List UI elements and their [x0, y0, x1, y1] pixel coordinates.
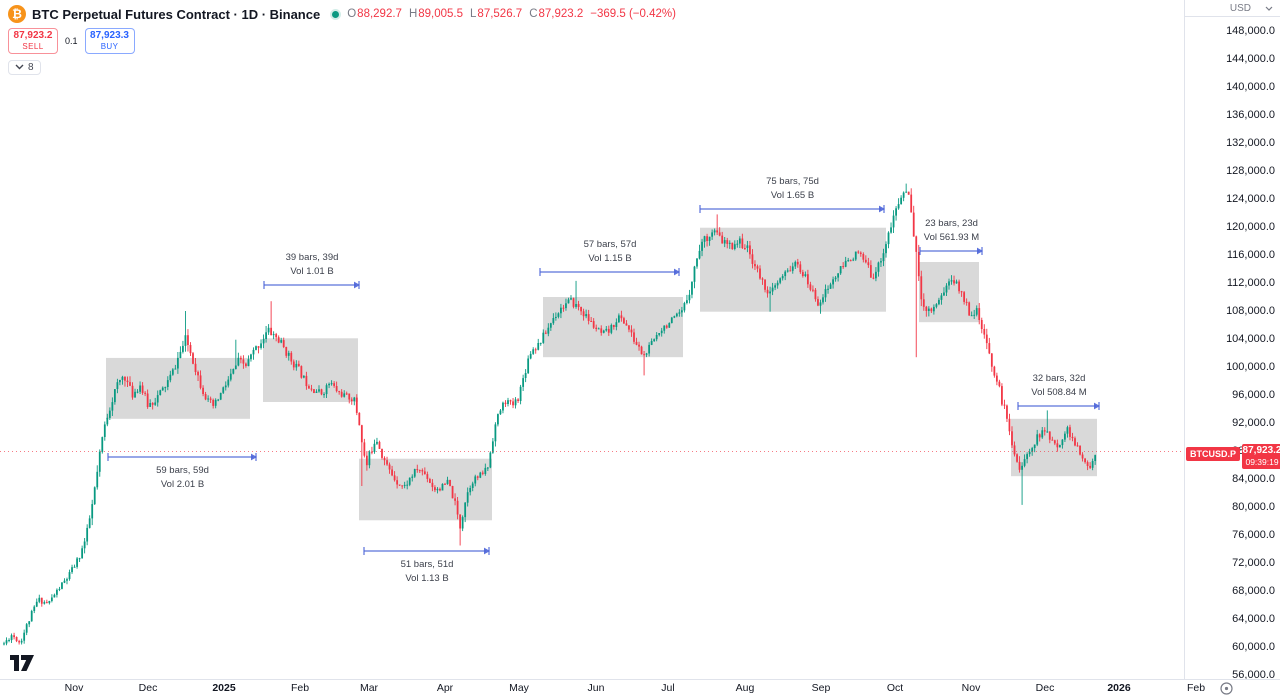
- symbol-title[interactable]: BTC Perpetual Futures Contract · 1D · Bi…: [32, 6, 321, 22]
- price-tick-label: 128,000.0: [1226, 165, 1275, 177]
- time-tick-label: 2026: [1107, 682, 1131, 694]
- bars-range-measure[interactable]: 32 bars, 32d Vol 508.84 M: [1017, 373, 1100, 410]
- price-tick-label: 112,000.0: [1226, 277, 1275, 289]
- tradingview-logo[interactable]: [10, 655, 34, 676]
- price-tick-label: 84,000.0: [1232, 473, 1275, 485]
- measure-bars-label: 39 bars, 39d: [286, 252, 339, 263]
- time-tick-label: Nov: [64, 682, 84, 694]
- time-axis[interactable]: Nov Dec 2025 Feb Mar Apr May Jun Jul Aug Sep Oct Nov…: [0, 679, 1280, 697]
- bars-range-measure[interactable]: 75 bars, 75d Vol 1.65 B: [699, 176, 885, 213]
- sell-button[interactable]: 87,923.2 SELL: [8, 28, 58, 54]
- price-axis[interactable]: USD 148,000.0 144,000.0 140,000.0 136,000.0…: [1184, 0, 1280, 681]
- bars-range-measure[interactable]: 59 bars, 59d Vol 2.01 B: [107, 453, 257, 490]
- chevron-down-icon: [1265, 6, 1273, 11]
- object-count: 8: [28, 61, 34, 73]
- price-tick-label: 140,000.0: [1226, 81, 1275, 93]
- time-tick-label: Sep: [811, 682, 831, 694]
- bars-range-measure[interactable]: 51 bars, 51d Vol 1.13 B: [363, 547, 490, 584]
- bars-range-measure[interactable]: 57 bars, 57d Vol 1.15 B: [539, 239, 680, 276]
- price-tick-label: 96,000.0: [1232, 389, 1275, 401]
- measure-volume-label: Vol 508.84 M: [1031, 387, 1087, 398]
- measure-bars-label: 75 bars, 75d: [766, 176, 819, 187]
- measure-bars-label: 32 bars, 32d: [1033, 373, 1086, 384]
- ohlc-values: O88,292.7 H89,005.5 L87,526.7 C87,923.2 …: [347, 8, 676, 20]
- time-tick-label: Dec: [138, 682, 158, 694]
- currency-label: USD: [1229, 2, 1251, 14]
- time-tick-label: Jul: [661, 682, 675, 694]
- range-box[interactable]: [543, 297, 683, 358]
- measure-volume-label: Vol 561.93 M: [924, 232, 980, 243]
- price-tick-label: 56,000.0: [1232, 669, 1275, 681]
- market-status-icon[interactable]: [332, 10, 340, 18]
- price-tick-label: 108,000.0: [1226, 305, 1275, 317]
- price-tick-label: 136,000.0: [1226, 109, 1275, 121]
- measure-bars-label: 59 bars, 59d: [156, 465, 209, 476]
- measure-volume-label: Vol 1.65 B: [771, 190, 814, 201]
- price-tick-label: 100,000.0: [1226, 361, 1275, 373]
- measure-volume-label: Vol 1.15 B: [588, 253, 631, 264]
- buy-button[interactable]: 87,923.3 BUY: [84, 28, 135, 54]
- measure-volume-label: Vol 2.01 B: [161, 479, 204, 490]
- price-tick-label: 60,000.0: [1232, 641, 1275, 653]
- symbol-badge: BTCUSD.P: [1186, 446, 1241, 461]
- measure-bars-label: 57 bars, 57d: [584, 239, 637, 250]
- chevron-down-icon: [15, 64, 24, 70]
- time-tick-label: Apr: [436, 682, 454, 694]
- range-box[interactable]: [359, 458, 492, 521]
- time-tick-label: Feb: [290, 682, 310, 694]
- trade-panel: 87,923.2 SELL 0.1 87,923.3 BUY: [8, 28, 676, 54]
- price-tick-label: 76,000.0: [1232, 529, 1275, 541]
- measure-bars-label: 51 bars, 51d: [401, 559, 454, 570]
- bar-countdown: 09:39:19: [1245, 456, 1279, 467]
- bars-range-measure[interactable]: 39 bars, 39d Vol 1.01 B: [263, 252, 360, 289]
- measure-volume-label: Vol 1.01 B: [290, 266, 333, 277]
- price-tick-label: 104,000.0: [1226, 333, 1275, 345]
- time-tick-label: 2025: [212, 682, 236, 694]
- time-tick-label: Dec: [1035, 682, 1055, 694]
- change-value: −369.5 (−0.42%): [590, 8, 676, 20]
- time-tick-label: Jun: [587, 682, 605, 694]
- currency-selector[interactable]: USD: [1185, 0, 1280, 17]
- price-tick-label: 72,000.0: [1232, 557, 1275, 569]
- time-tick-label: Mar: [359, 682, 379, 694]
- price-tick-label: 144,000.0: [1226, 53, 1275, 65]
- price-tick-label: 120,000.0: [1226, 221, 1275, 233]
- time-tick-label: May: [509, 682, 529, 694]
- candles-series: [3, 183, 1097, 646]
- price-tick-label: 68,000.0: [1232, 585, 1275, 597]
- time-tick-label: Nov: [961, 682, 981, 694]
- price-tick-label: 148,000.0: [1226, 25, 1275, 37]
- object-tree-toggle[interactable]: 8: [8, 59, 41, 75]
- price-tick-label: 132,000.0: [1226, 137, 1275, 149]
- chart-header: ₿ BTC Perpetual Futures Contract · 1D · …: [8, 4, 676, 75]
- measure-bars-label: 23 bars, 23d: [925, 218, 978, 229]
- bars-range-measure[interactable]: 23 bars, 23d Vol 561.93 M: [919, 218, 983, 255]
- time-tick-label: Oct: [886, 682, 904, 694]
- spread-value: 0.1: [65, 35, 78, 46]
- last-price-badge: BTCUSD.P 87,923.2 09:39:19: [1186, 443, 1280, 469]
- price-tick-label: 80,000.0: [1232, 501, 1275, 513]
- time-tick-label: Feb: [1186, 682, 1206, 694]
- candlestick-chart[interactable]: 59 bars, 59d Vol 2.01 B 39 bars, 39d Vol 1.…: [0, 0, 1184, 679]
- time-tick-label: Aug: [735, 682, 755, 694]
- last-price-value: 87,923.2: [1242, 444, 1280, 456]
- price-tick-label: 92,000.0: [1232, 417, 1275, 429]
- measure-volume-label: Vol 1.13 B: [405, 573, 448, 584]
- price-tick-label: 116,000.0: [1226, 249, 1275, 261]
- price-tick-label: 124,000.0: [1226, 193, 1275, 205]
- time-axis-settings-icon[interactable]: [1220, 682, 1233, 695]
- range-box[interactable]: [263, 338, 358, 402]
- range-box[interactable]: [1011, 418, 1097, 477]
- btc-logo-icon: ₿: [8, 5, 26, 23]
- price-tick-label: 64,000.0: [1232, 613, 1275, 625]
